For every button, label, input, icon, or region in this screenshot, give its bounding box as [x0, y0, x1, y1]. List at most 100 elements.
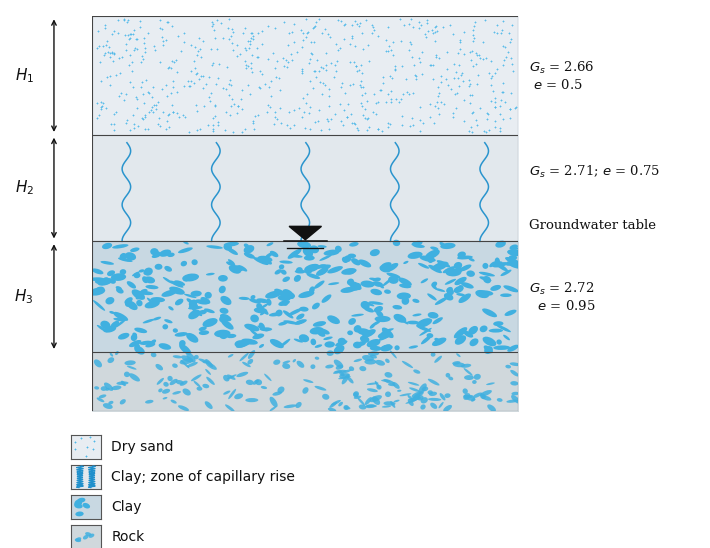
Point — [374, 85, 386, 94]
Ellipse shape — [428, 379, 439, 386]
Point — [303, 109, 315, 118]
Ellipse shape — [447, 289, 454, 295]
Ellipse shape — [151, 248, 158, 255]
Point — [94, 110, 105, 119]
Point — [371, 109, 382, 118]
Ellipse shape — [89, 288, 105, 296]
Point — [148, 41, 160, 50]
Ellipse shape — [464, 375, 474, 380]
Ellipse shape — [366, 404, 375, 408]
Point — [192, 47, 204, 55]
Point — [222, 24, 234, 32]
Point — [480, 127, 491, 136]
Point — [310, 72, 322, 81]
Point — [338, 35, 349, 43]
Point — [247, 31, 258, 40]
Ellipse shape — [175, 332, 188, 336]
Ellipse shape — [151, 352, 156, 357]
Point — [363, 41, 374, 50]
Point — [253, 83, 264, 92]
Point — [330, 40, 342, 49]
Ellipse shape — [376, 360, 385, 366]
Ellipse shape — [368, 282, 376, 287]
Ellipse shape — [327, 315, 340, 324]
Point — [217, 33, 229, 42]
Ellipse shape — [295, 319, 307, 325]
Ellipse shape — [133, 272, 141, 278]
Point — [454, 44, 466, 53]
Point — [356, 83, 367, 92]
Point — [366, 21, 378, 30]
Point — [372, 98, 383, 107]
Point — [430, 50, 442, 59]
Point — [182, 77, 194, 85]
Ellipse shape — [164, 266, 172, 272]
Ellipse shape — [226, 374, 236, 379]
Ellipse shape — [188, 310, 200, 319]
Point — [220, 84, 231, 93]
Point — [505, 113, 516, 122]
Point — [231, 52, 243, 61]
Ellipse shape — [364, 306, 374, 312]
Point — [194, 44, 205, 53]
Point — [244, 37, 255, 45]
Point — [167, 100, 178, 109]
Ellipse shape — [402, 297, 409, 305]
Point — [317, 63, 329, 72]
Ellipse shape — [462, 389, 468, 394]
Point — [139, 111, 151, 119]
Point — [499, 98, 510, 106]
Point — [139, 125, 151, 134]
Point — [134, 17, 146, 26]
Point — [359, 113, 371, 122]
Point — [99, 24, 110, 32]
Ellipse shape — [229, 265, 241, 273]
Point — [347, 79, 359, 88]
Point — [332, 45, 344, 54]
Ellipse shape — [334, 370, 346, 373]
Point — [197, 37, 209, 45]
Ellipse shape — [256, 298, 269, 303]
Point — [398, 90, 409, 99]
Point — [95, 76, 106, 85]
Point — [126, 58, 138, 66]
Point — [325, 59, 337, 67]
Ellipse shape — [278, 322, 288, 326]
Point — [207, 124, 219, 133]
Point — [356, 91, 367, 100]
Ellipse shape — [413, 369, 420, 374]
Ellipse shape — [134, 346, 145, 355]
Ellipse shape — [385, 358, 390, 363]
Ellipse shape — [187, 362, 198, 367]
Ellipse shape — [402, 361, 413, 368]
Point — [262, 100, 273, 109]
Ellipse shape — [236, 341, 251, 348]
Point — [223, 79, 234, 88]
Ellipse shape — [204, 401, 213, 409]
Text: Clay; zone of capillary rise: Clay; zone of capillary rise — [111, 470, 295, 484]
Point — [472, 121, 484, 129]
Ellipse shape — [320, 255, 332, 261]
Point — [452, 73, 464, 82]
Point — [189, 56, 200, 65]
Ellipse shape — [501, 270, 511, 276]
Ellipse shape — [239, 353, 248, 361]
Point — [120, 39, 131, 48]
Point — [413, 18, 425, 26]
Ellipse shape — [475, 290, 489, 298]
Ellipse shape — [381, 380, 391, 382]
Point — [419, 30, 430, 39]
Ellipse shape — [310, 246, 319, 253]
Ellipse shape — [302, 387, 309, 394]
Point — [123, 31, 134, 39]
Point — [301, 28, 312, 37]
Ellipse shape — [275, 310, 283, 316]
Ellipse shape — [368, 301, 383, 305]
Point — [469, 18, 481, 26]
Point — [454, 82, 465, 90]
Ellipse shape — [357, 341, 366, 346]
Ellipse shape — [430, 247, 439, 250]
Point — [349, 17, 361, 26]
Ellipse shape — [457, 293, 465, 296]
Point — [138, 34, 150, 43]
